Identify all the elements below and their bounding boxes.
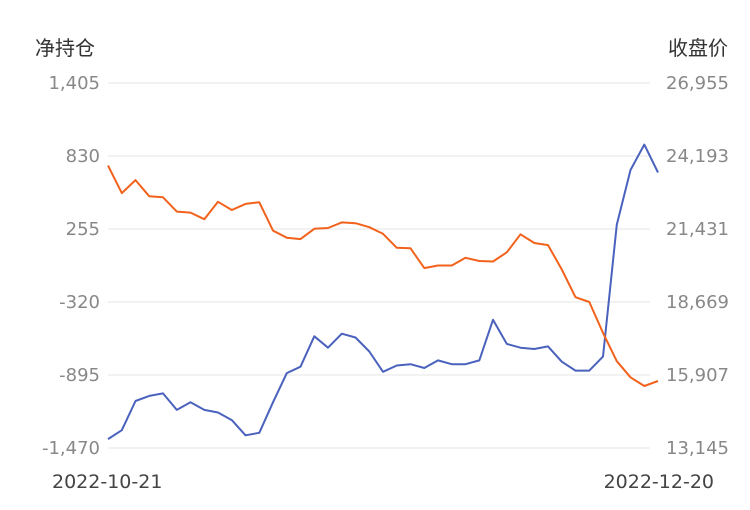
left-tick-label: 830: [66, 146, 100, 167]
right-tick-label: 26,955: [666, 73, 729, 94]
left-tick-label: -1,470: [42, 438, 100, 459]
left-tick-labels: 1,405 830 255 -320 -895 -1,470: [42, 73, 100, 459]
net-position-line: [107, 143, 659, 440]
right-tick-label: 18,669: [666, 292, 729, 313]
left-axis-title: 净持仓: [35, 36, 95, 60]
right-tick-label: 15,907: [666, 365, 729, 386]
right-tick-label: 24,193: [666, 146, 729, 167]
left-tick-label: -895: [59, 365, 100, 386]
series-lines: [107, 143, 659, 440]
left-tick-label: -320: [59, 292, 100, 313]
left-tick-label: 255: [66, 219, 100, 240]
right-tick-label: 13,145: [666, 438, 729, 459]
close-price-line: [107, 165, 659, 387]
x-end-date: 2022-12-20: [604, 471, 714, 493]
grid-lines: [108, 82, 650, 449]
right-axis-title: 收盘价: [668, 36, 728, 60]
right-tick-labels: 26,955 24,193 21,431 18,669 15,907 13,145: [666, 73, 729, 459]
x-start-date: 2022-10-21: [52, 471, 162, 493]
right-tick-label: 21,431: [666, 219, 729, 240]
left-tick-label: 1,405: [48, 73, 100, 94]
